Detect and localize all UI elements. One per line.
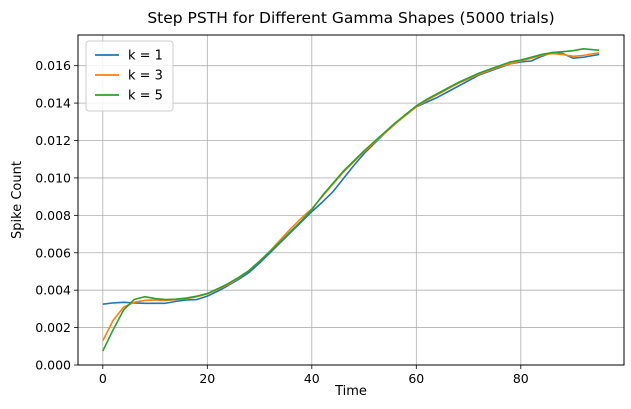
- x-tick-label: 0: [99, 371, 107, 386]
- y-tick-label: 0.002: [35, 320, 71, 335]
- grid: [78, 35, 624, 366]
- series-lines: [102, 48, 600, 352]
- series-line-k5: [102, 48, 600, 352]
- y-tick-label: 0.012: [35, 133, 71, 148]
- chart-title: Step PSTH for Different Gamma Shapes (50…: [147, 9, 554, 27]
- y-tick-label: 0.004: [35, 283, 71, 298]
- legend-label: k = 3: [128, 69, 163, 84]
- x-tick-label: 20: [199, 371, 215, 386]
- x-axis-label: Time: [334, 384, 367, 399]
- y-tick-label: 0.008: [35, 208, 71, 223]
- legend: k = 1 k = 3 k = 5: [85, 40, 174, 112]
- y-tick-label: 0.016: [35, 58, 71, 73]
- legend-label: k = 5: [128, 89, 163, 104]
- y-tick-label: 0.000: [35, 358, 71, 373]
- y-axis: 0.000 0.002 0.004 0.006 0.008 0.010 0.012 0.014…: [35, 58, 78, 373]
- legend-box: [85, 40, 174, 112]
- x-tick-label: 40: [304, 371, 320, 386]
- y-tick-label: 0.010: [35, 170, 71, 185]
- x-tick-label: 60: [408, 371, 424, 386]
- y-tick-label: 0.006: [35, 245, 71, 260]
- y-tick-label: 0.014: [35, 96, 71, 111]
- legend-label: k = 1: [128, 49, 163, 64]
- x-tick-label: 80: [513, 371, 529, 386]
- y-axis-label: Spike Count: [10, 161, 25, 239]
- plot-frame: [77, 34, 625, 366]
- x-axis: 0 20 40 60 80: [99, 365, 529, 386]
- series-line-k1: [102, 51, 600, 305]
